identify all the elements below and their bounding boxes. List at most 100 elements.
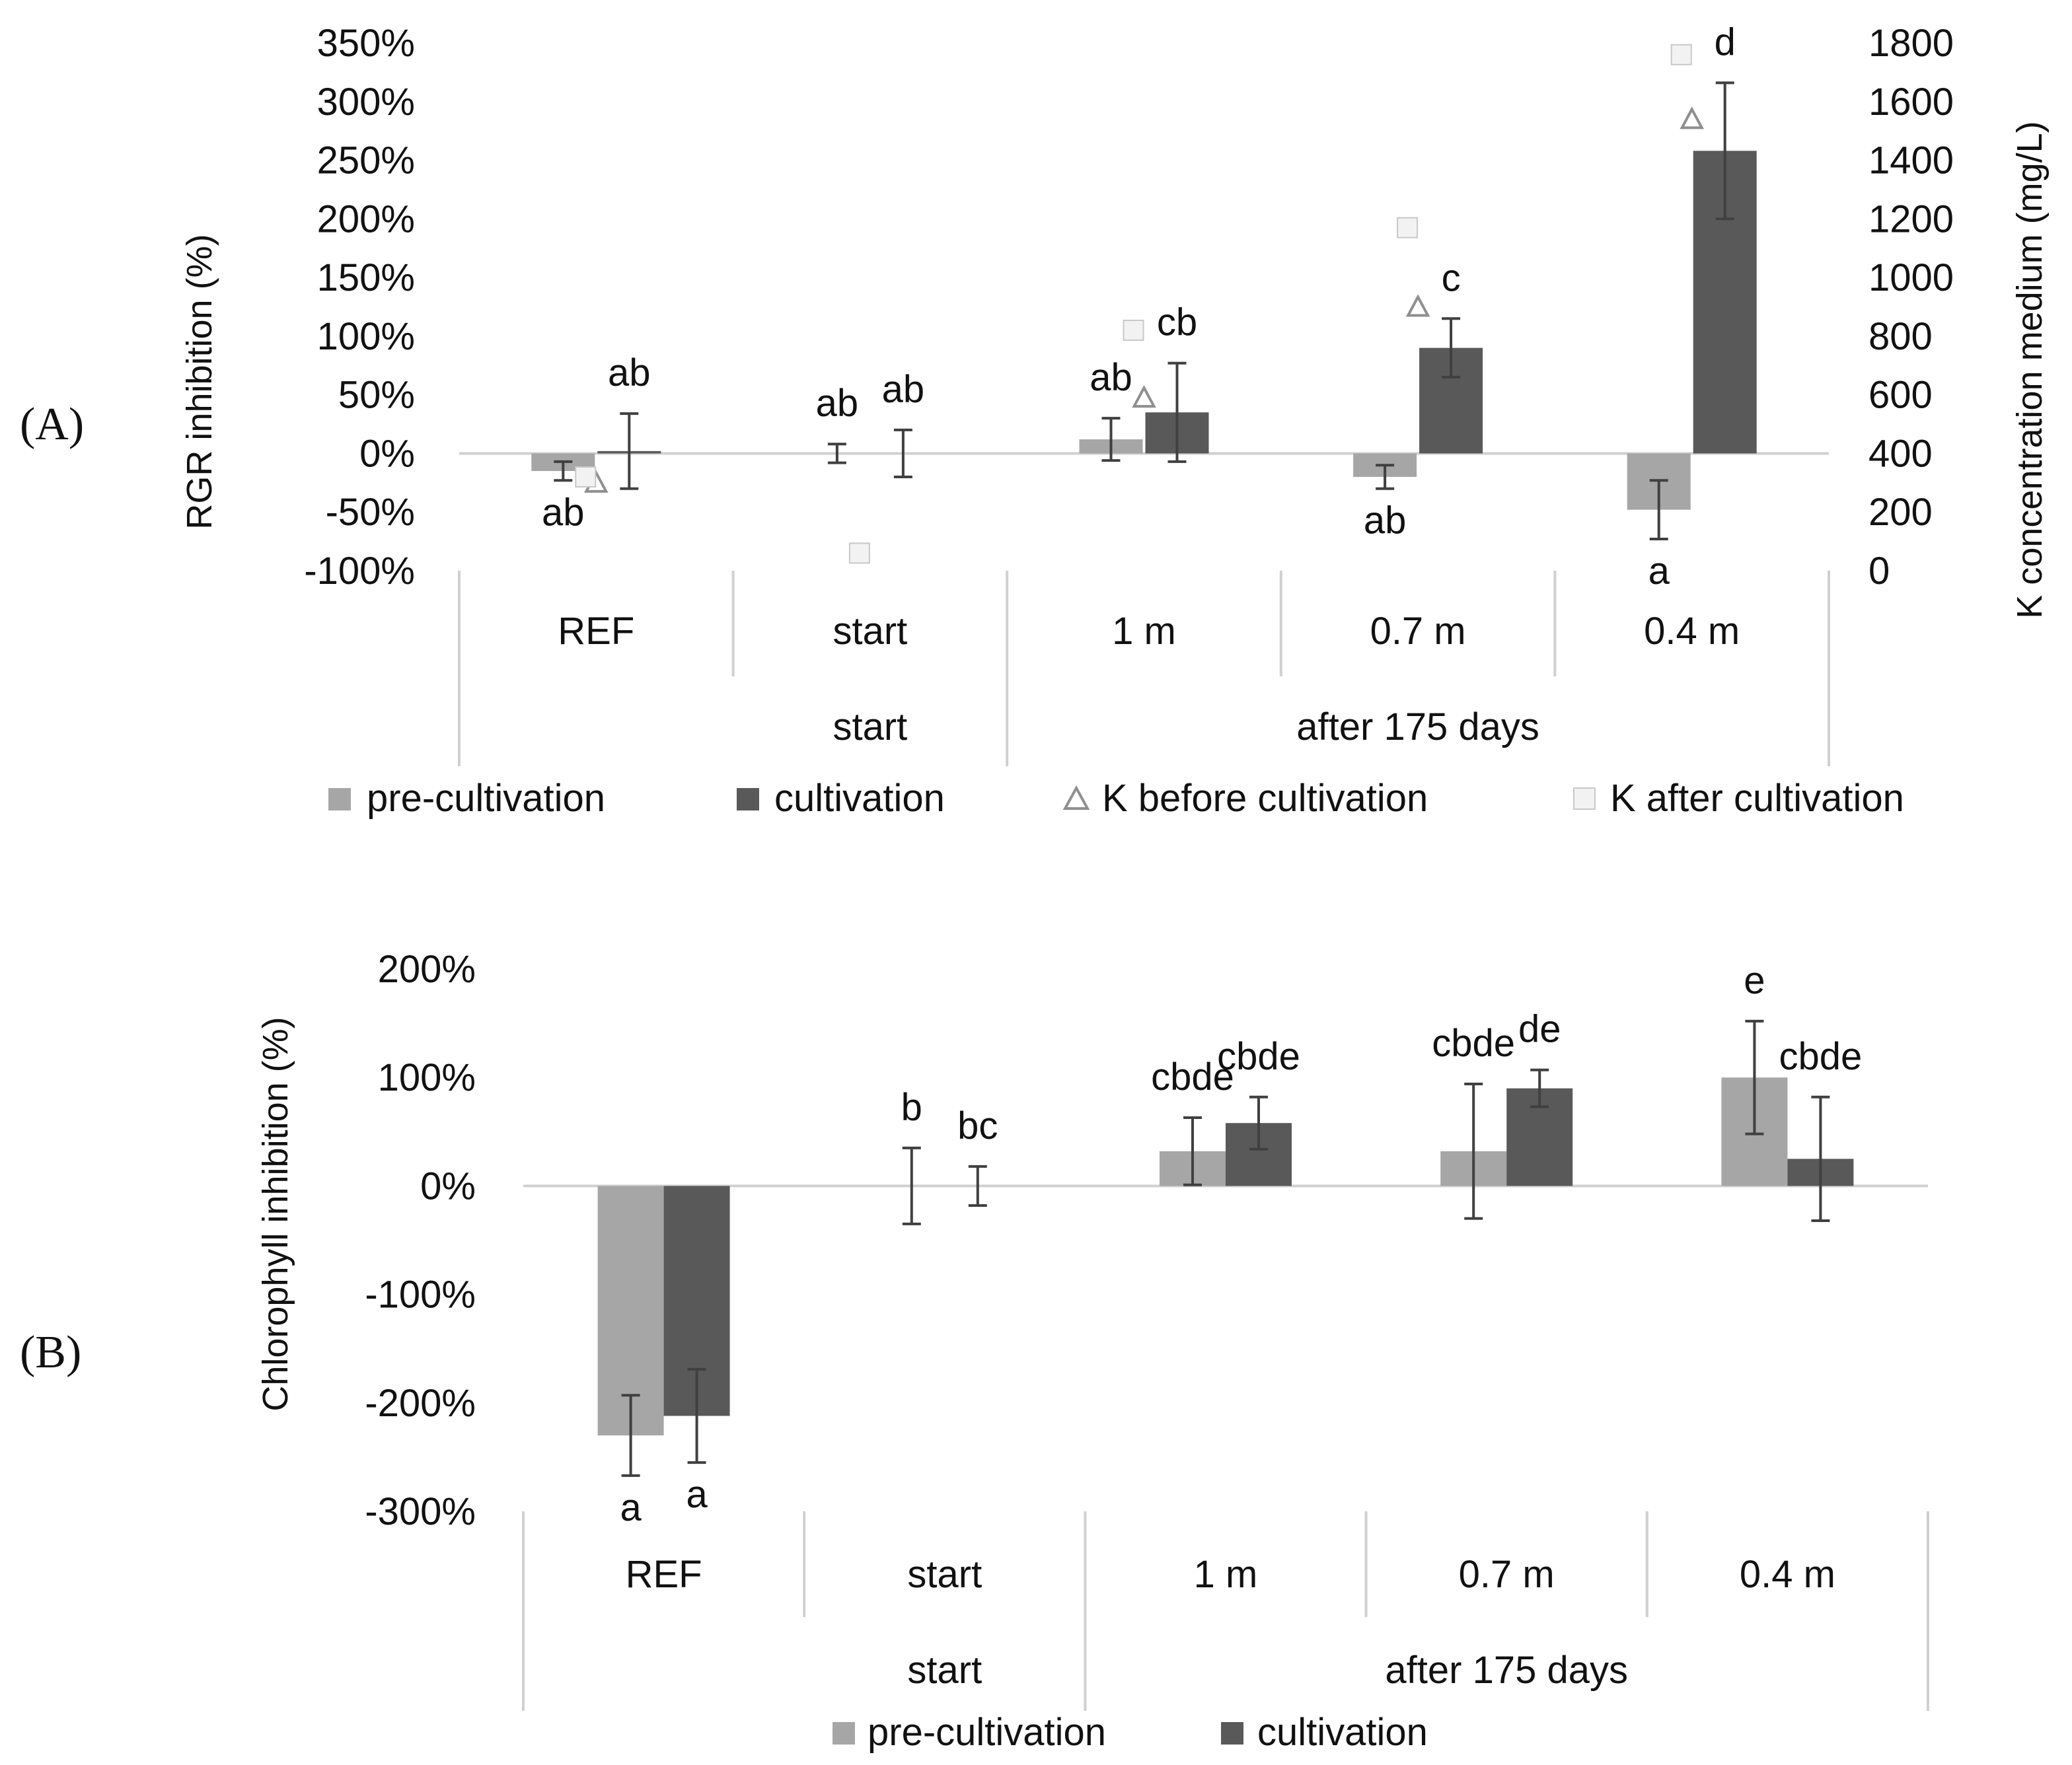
error-bar [1745, 1019, 1764, 1135]
legend-swatch-pre-cultivation [328, 788, 351, 810]
k-after-marker [575, 466, 597, 487]
y-tick-label: 100% [378, 1056, 476, 1099]
error-bar [1249, 1095, 1268, 1151]
group-label: after 175 days [1296, 705, 1539, 748]
legend-label-cultivation: cultivation [1257, 1711, 1428, 1754]
category-label: start [907, 1553, 982, 1596]
y-tick-label: -200% [365, 1382, 476, 1425]
category-label: 1 m [1112, 610, 1176, 653]
significance-label: e [1744, 959, 1765, 1002]
significance-label: d [1715, 20, 1736, 63]
panel-a-chart: (A) RGR inhibition (%) K concentration m… [20, 20, 2050, 820]
y-tick-label: 0% [420, 1165, 476, 1207]
significance-label: cbde [1432, 1022, 1515, 1065]
y2-tick-label: 200 [1868, 491, 1933, 534]
panel-b-category-labels: REF start 1 m 0.7 m 0.4 m start after 175 days [626, 1553, 1835, 1692]
k-after-marker [848, 542, 870, 564]
panel-b-label: (B) [20, 1327, 81, 1378]
error-bar [1376, 464, 1395, 490]
y-tick-label: 200% [378, 948, 476, 991]
k-after-marker [1123, 320, 1144, 342]
y-tick-label: 200% [317, 198, 415, 240]
k-before-marker [1132, 384, 1156, 408]
error-bar [1649, 479, 1668, 541]
panel-a-axes [458, 452, 1830, 766]
significance-label: cbde [1151, 1056, 1234, 1099]
panel-a-y2-tick-labels: 1800 1600 1400 1200 1000 800 600 400 200 0 [1868, 22, 1954, 593]
y-tick-label: 100% [317, 315, 415, 358]
category-label: 0.7 m [1459, 1553, 1555, 1596]
error-bar [968, 1165, 987, 1207]
error-bar [902, 1146, 921, 1225]
legend-swatch-cultivation [1221, 1722, 1243, 1745]
significance-label: ab [542, 491, 585, 534]
y2-tick-label: 1600 [1868, 81, 1954, 124]
legend-square-icon [1573, 787, 1596, 810]
error-bar [1101, 417, 1121, 462]
category-label: REF [626, 1553, 702, 1596]
legend-label-k-after: K after cultivation [1610, 777, 1904, 820]
y2-tick-label: 1200 [1868, 198, 1954, 240]
k-before-marker [1405, 294, 1430, 317]
y-tick-label: 150% [317, 256, 415, 299]
k-before-marker [1680, 106, 1705, 129]
error-bar [1464, 1083, 1483, 1220]
significance-label: ab [882, 368, 925, 411]
significance-label: ab [1090, 356, 1132, 399]
y2-tick-label: 0 [1868, 550, 1890, 593]
error-bar [1715, 81, 1734, 221]
y-tick-label: 300% [317, 81, 415, 124]
error-bar [1183, 1116, 1202, 1186]
y-tick-label: -100% [304, 550, 415, 593]
panel-a-y2-axis-title: K concentration medium (mg/L) [2010, 121, 2050, 618]
legend-label-pre-cultivation: pre-cultivation [868, 1711, 1106, 1754]
category-label: start [832, 610, 907, 653]
group-label: start [907, 1649, 982, 1692]
error-bar [687, 1367, 706, 1464]
y-tick-label: 0% [359, 432, 415, 475]
category-label: 0.4 m [1644, 610, 1740, 653]
legend-label-cultivation: cultivation [774, 777, 945, 820]
panel-b-axes [522, 1184, 1929, 1711]
legend-label-pre-cultivation: pre-cultivation [367, 777, 605, 820]
significance-label: b [901, 1086, 922, 1129]
error-bar [893, 428, 912, 478]
error-bar [621, 1394, 640, 1477]
significance-label: a [620, 1486, 642, 1529]
y2-tick-label: 800 [1868, 315, 1933, 358]
panel-b-legend: pre-cultivation cultivation [832, 1711, 1428, 1754]
y2-tick-label: 1400 [1868, 139, 1954, 182]
y-tick-label: 350% [317, 22, 415, 65]
error-bar [554, 460, 573, 482]
category-label: 0.7 m [1370, 610, 1466, 653]
y-tick-label: -100% [365, 1274, 476, 1316]
y2-tick-label: 1800 [1868, 22, 1954, 65]
y2-tick-label: 400 [1868, 432, 1933, 475]
error-bar [1167, 361, 1187, 463]
y2-tick-label: 600 [1868, 374, 1933, 417]
legend-label-k-before: K before cultivation [1102, 777, 1428, 820]
legend-swatch-pre-cultivation [832, 1722, 855, 1745]
category-label: 1 m [1194, 1553, 1258, 1596]
significance-label: cb [1157, 301, 1197, 344]
significance-label: cbde [1217, 1035, 1300, 1078]
panel-b-y-axis-title: Chlorophyll inhibition (%) [256, 1017, 295, 1411]
panel-b-y-tick-labels: 200% 100% 0% -100% -200% -300% [365, 948, 476, 1533]
panel-a-legend: pre-cultivation cultivation K before cul… [328, 777, 1904, 820]
error-bar [1442, 317, 1461, 379]
significance-label: c [1442, 256, 1461, 299]
significance-label: a [686, 1473, 708, 1516]
significance-label: ab [1364, 499, 1407, 542]
error-bar [1811, 1095, 1830, 1222]
panel-a-y-tick-labels: 350% 300% 250% 200% 150% 100% 50% 0% -50% -100% [304, 22, 415, 593]
y-tick-label: -300% [365, 1490, 476, 1533]
error-bar [620, 412, 639, 490]
panel-a-category-labels: REF start 1 m 0.7 m 0.4 m start after 175 days [558, 610, 1740, 748]
category-label: 0.4 m [1740, 1553, 1835, 1596]
error-bar [827, 443, 846, 464]
group-label: start [832, 705, 907, 748]
significance-label: ab [608, 351, 651, 394]
y-tick-label: -50% [326, 491, 415, 534]
